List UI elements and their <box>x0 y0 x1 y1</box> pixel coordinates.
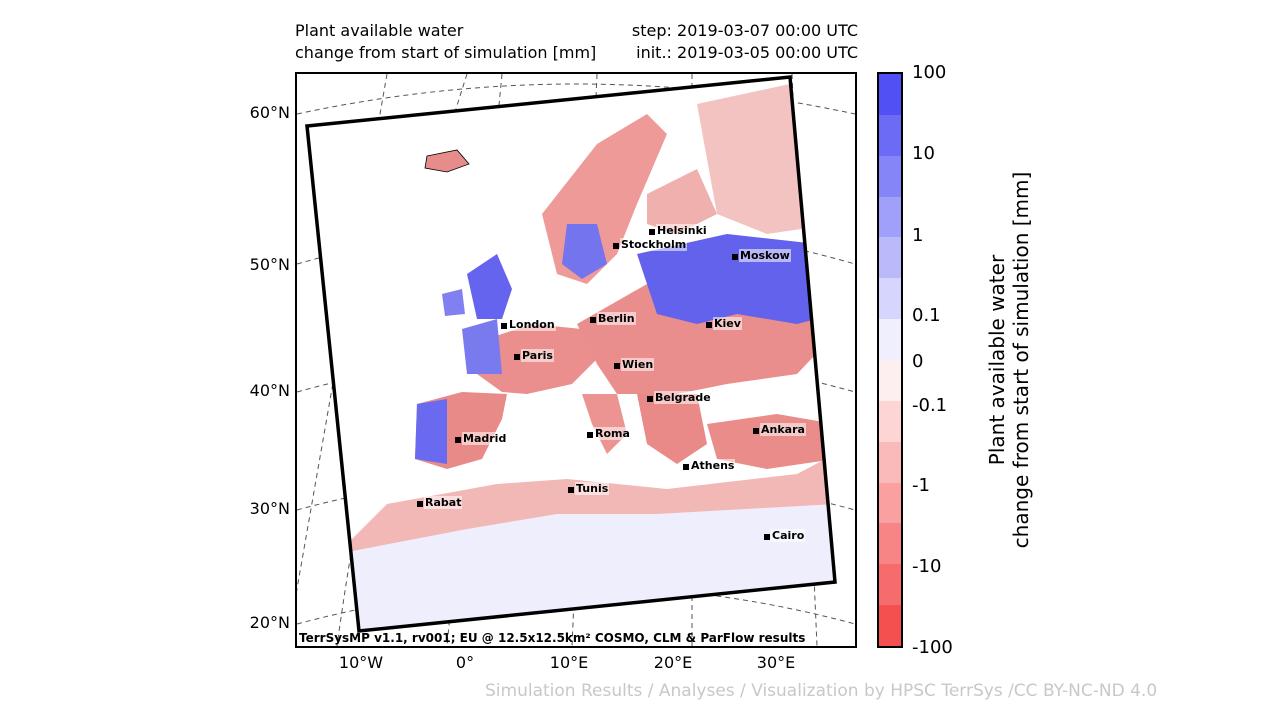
north-africa-region <box>337 454 835 554</box>
colorbar-band <box>879 237 901 279</box>
lon-label-0: 0° <box>455 653 475 672</box>
city-label: Helsinki <box>656 224 708 237</box>
colorbar-tick-label: 0 <box>912 351 924 372</box>
city-label: Ankara <box>760 423 806 436</box>
colorbar <box>877 72 903 648</box>
city-marker <box>614 363 620 369</box>
colorbar-band <box>879 564 901 606</box>
city-marker <box>764 534 770 540</box>
attribution-footer: Simulation Results / Analyses / Visualiz… <box>485 681 1158 701</box>
city-label: Wien <box>621 358 655 371</box>
city-marker <box>455 437 461 443</box>
lon-label-30e: 30°E <box>756 653 796 672</box>
city-label: Rabat <box>424 496 463 509</box>
colorbar-tick-label: -100 <box>912 637 953 658</box>
city-label: Tunis <box>575 482 610 495</box>
city-label: Stockholm <box>620 238 688 251</box>
city-marker <box>683 464 689 470</box>
city-marker <box>568 487 574 493</box>
city-label: Roma <box>594 427 631 440</box>
colorbar-band <box>879 196 901 238</box>
map-frame <box>295 72 857 648</box>
map-canvas <box>297 74 855 646</box>
colorbar-band <box>879 441 901 483</box>
city-marker <box>706 322 712 328</box>
plot-title-right: step: 2019-03-07 00:00 UTC init.: 2019-0… <box>631 21 858 62</box>
colorbar-band <box>879 74 901 115</box>
city-label: Athens <box>690 459 736 472</box>
city-marker <box>613 243 619 249</box>
colorbar-title: Plant available water change from start … <box>985 171 1033 549</box>
colorbar-band <box>879 605 901 647</box>
lat-label-60n: 60°N <box>249 103 290 122</box>
model-credit: TerrSysMP v1.1, rv001; EU @ 12.5x12.5km²… <box>299 631 806 645</box>
city-marker <box>590 317 596 323</box>
city-marker <box>647 396 653 402</box>
iceland-region <box>424 149 470 173</box>
colorbar-band <box>879 114 901 156</box>
lat-label-50n: 50°N <box>249 255 290 274</box>
colorbar-band <box>879 482 901 524</box>
colorbar-tick-label: -1 <box>912 475 930 496</box>
city-marker <box>501 323 507 329</box>
city-marker <box>514 354 520 360</box>
colorbar-tick-label: -0.1 <box>912 395 948 416</box>
lat-label-30n: 30°N <box>249 499 290 518</box>
city-label: Paris <box>521 349 554 362</box>
city-label: London <box>508 318 556 331</box>
colorbar-tick-label: 0.1 <box>912 305 941 326</box>
colorbar-band <box>879 278 901 320</box>
city-marker <box>417 501 423 507</box>
colorbar-tick-label: -10 <box>912 556 942 577</box>
colorbar-tick-label: 100 <box>912 62 947 83</box>
uk-region <box>467 254 512 319</box>
lon-label-10e: 10°E <box>549 653 589 672</box>
city-label: Kiev <box>713 317 742 330</box>
colorbar-band <box>879 319 901 361</box>
city-marker <box>753 428 759 434</box>
city-label: Cairo <box>771 529 806 542</box>
city-marker <box>732 254 738 260</box>
domain-outline <box>305 75 837 633</box>
colorbar-tick-label: 1 <box>912 225 924 246</box>
city-label: Moskow <box>739 249 791 262</box>
lon-label-20e: 20°E <box>653 653 693 672</box>
colorbar-band <box>879 523 901 565</box>
city-label: Berlin <box>597 312 636 325</box>
colorbar-band <box>879 155 901 197</box>
lon-label-10w: 10°W <box>338 653 384 672</box>
city-label: Belgrade <box>654 391 712 404</box>
lat-label-20n: 20°N <box>249 613 290 632</box>
colorbar-band <box>879 400 901 442</box>
plot-title-left: Plant available water change from start … <box>295 21 597 62</box>
city-label: Madrid <box>462 432 508 445</box>
colorbar-band <box>879 360 901 401</box>
city-marker <box>649 229 655 235</box>
colorbar-tick-label: 10 <box>912 143 935 164</box>
city-marker <box>587 432 593 438</box>
lat-label-40n: 40°N <box>249 381 290 400</box>
